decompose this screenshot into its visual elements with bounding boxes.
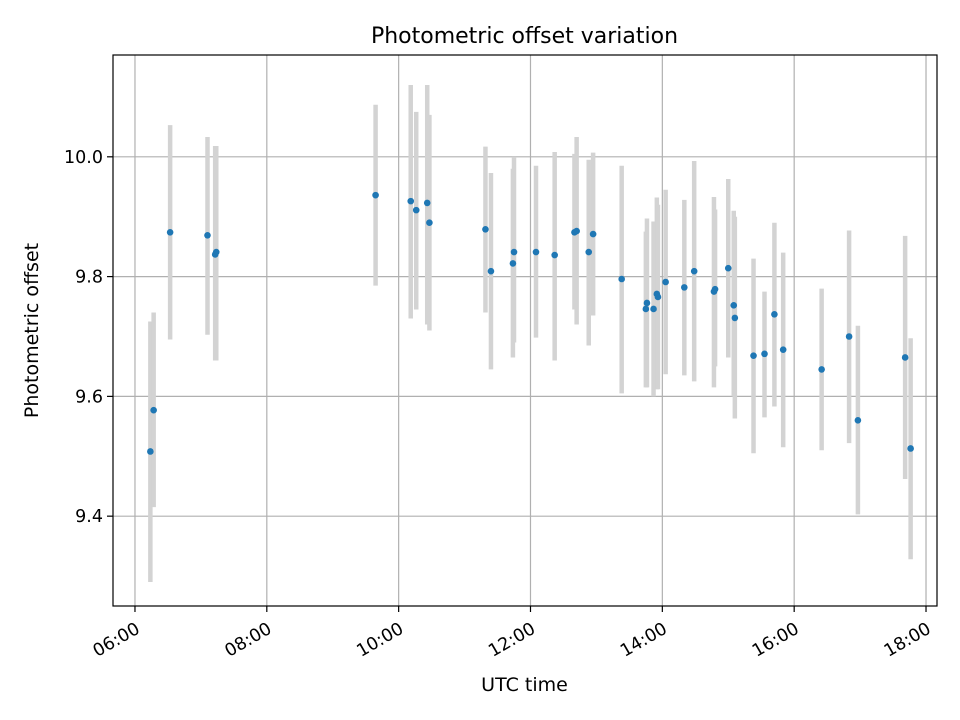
data-point <box>372 191 379 199</box>
data-point <box>532 248 540 256</box>
y-ticks: 9.4 9.6 9.8 10.0 <box>64 148 113 527</box>
data-point <box>589 230 597 238</box>
data-point <box>642 305 650 313</box>
data-point <box>750 352 757 359</box>
grid-lines <box>113 55 937 606</box>
data-point <box>585 248 593 256</box>
x-axis-label: UTC time <box>481 674 568 696</box>
data-point <box>654 293 662 301</box>
data-point <box>573 227 580 235</box>
data-point <box>412 206 420 214</box>
data-point <box>761 350 768 358</box>
data-point <box>731 314 739 322</box>
data-point <box>509 260 517 267</box>
data-point <box>650 305 657 313</box>
data-point <box>482 225 489 233</box>
data-point <box>711 285 719 293</box>
data-point <box>423 199 431 207</box>
data-point <box>724 264 732 272</box>
data-point <box>487 267 495 275</box>
y-tick-label: 9.6 <box>75 387 103 407</box>
data-point <box>643 299 651 307</box>
y-tick-label: 9.8 <box>75 268 103 288</box>
data-point <box>147 448 154 455</box>
chart-title: Photometric offset variation <box>371 24 678 49</box>
data-point <box>407 197 415 205</box>
data-point <box>510 248 518 256</box>
data-point <box>907 445 914 452</box>
data-point <box>150 406 157 414</box>
y-tick-label: 10.0 <box>64 148 103 168</box>
data-point <box>426 219 433 226</box>
data-points <box>147 191 914 455</box>
data-point <box>854 417 862 424</box>
data-point <box>771 311 778 318</box>
data-point <box>166 228 174 236</box>
data-point <box>818 366 825 373</box>
data-point <box>845 333 853 340</box>
y-tick-label: 9.4 <box>75 507 103 527</box>
data-point <box>212 248 220 256</box>
y-axis-label: Photometric offset <box>21 243 43 418</box>
data-point <box>690 267 698 275</box>
data-point <box>730 302 738 309</box>
data-point <box>662 278 669 286</box>
data-point <box>681 284 688 291</box>
data-point <box>204 231 211 239</box>
data-point <box>901 354 909 361</box>
data-point <box>779 346 787 353</box>
plot-frame <box>112 54 938 607</box>
data-point <box>618 275 625 283</box>
data-point <box>551 251 558 259</box>
